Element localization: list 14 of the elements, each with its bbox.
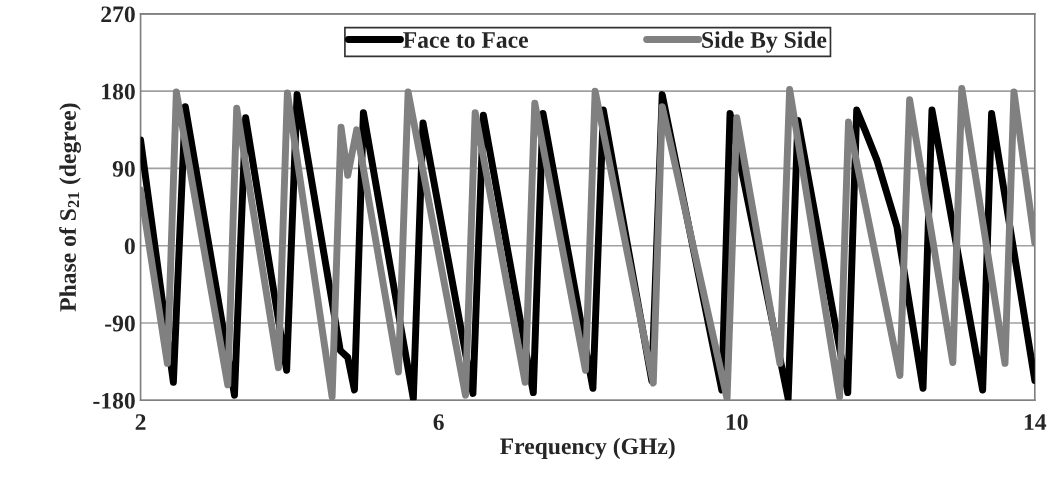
legend-label: Face to Face [403,32,528,48]
y-axis-title: Phase of S$_{21}$ (degree) [59,103,81,312]
legend-label: Side By Side [702,31,827,53]
y-tick-label: 0 [124,238,135,255]
y-tick-label: -90 [105,315,135,332]
x-tick-label: 2 [135,414,146,430]
x-axis-title: Frequency (GHz) [500,437,675,460]
x-tick-label: 14 [1024,414,1047,430]
y-tick-label: 180 [102,83,135,100]
y-tick-label: -180 [93,392,135,409]
y-tick-label: 90 [112,160,135,177]
x-tick-label: 6 [433,414,444,431]
x-tick-label: 10 [726,414,748,431]
y-tick-label: 270 [101,6,135,23]
